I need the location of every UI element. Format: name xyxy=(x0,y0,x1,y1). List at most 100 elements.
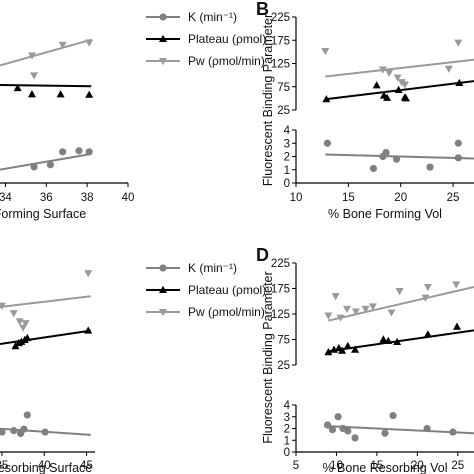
trend-line-plateau xyxy=(328,329,474,353)
data-point-plateau xyxy=(23,333,32,342)
data-point-k xyxy=(344,427,352,435)
data-point-plateau xyxy=(324,348,333,356)
x-tick-label: 35 xyxy=(0,460,8,472)
y-tick-label: 2 xyxy=(284,424,290,436)
data-point-pw xyxy=(27,52,36,60)
legend-label-pw: Pw (ρmol/min) xyxy=(188,305,265,319)
data-point-pw xyxy=(385,69,394,77)
y-tick-label: 1 xyxy=(284,165,290,177)
trend-line-pw xyxy=(328,285,474,322)
data-point-pw xyxy=(321,47,330,56)
panel-letter: B xyxy=(256,0,269,19)
x-axis-label: % Bone Resorbing Vol xyxy=(322,461,447,474)
data-point-k xyxy=(30,163,38,171)
y-tick-label: 25 xyxy=(277,105,290,117)
x-tick-label: 36 xyxy=(40,192,53,204)
x-tick-label: 34 xyxy=(0,192,12,204)
data-point-k xyxy=(23,411,31,419)
x-tick-label: 20 xyxy=(394,192,407,204)
data-point-k xyxy=(423,424,431,433)
y-tick-label: 75 xyxy=(277,335,290,347)
trend-line-plateau xyxy=(0,84,92,88)
data-point-k xyxy=(334,413,342,421)
legend-label-plateau: Plateau (ρmol) xyxy=(188,32,266,46)
data-point-plateau xyxy=(85,90,94,98)
legend-marker-pw xyxy=(159,309,167,317)
data-point-pw xyxy=(454,39,463,47)
data-point-plateau xyxy=(384,336,393,345)
data-point-plateau xyxy=(401,94,410,102)
data-point-pw xyxy=(336,314,345,322)
data-point-plateau xyxy=(393,337,402,346)
x-tick-label: 38 xyxy=(81,192,94,204)
data-point-pw xyxy=(21,320,30,328)
y-tick-label: 225 xyxy=(271,12,290,24)
y-tick-label: 75 xyxy=(277,82,290,94)
data-point-plateau xyxy=(394,85,403,94)
x-tick-label: 10 xyxy=(290,192,303,204)
data-point-pw xyxy=(395,288,404,296)
x-axis-label: Forming Surface xyxy=(0,207,86,221)
trend-line-pw xyxy=(325,58,474,78)
data-point-plateau xyxy=(17,337,26,345)
data-point-plateau xyxy=(372,81,381,89)
data-point-plateau xyxy=(423,330,432,338)
trend-line-k xyxy=(325,153,474,160)
data-point-pw xyxy=(393,74,402,82)
y-tick-label: 4 xyxy=(284,400,291,412)
data-point-plateau xyxy=(338,346,347,354)
data-point-plateau xyxy=(383,93,392,101)
x-axis-label: esorbing Surface xyxy=(0,461,92,474)
data-point-pw xyxy=(342,305,351,314)
x-tick-label: 10 xyxy=(330,460,343,472)
data-point-k xyxy=(382,148,390,157)
y-tick-label: 0 xyxy=(284,178,290,190)
legend-marker-plateau xyxy=(159,285,167,293)
y-tick-label: 225 xyxy=(271,258,290,270)
data-point-k xyxy=(20,425,28,433)
y-tick-label: 175 xyxy=(271,284,290,296)
data-point-k xyxy=(59,148,67,156)
legend-label-k: K (min⁻¹) xyxy=(188,10,237,24)
data-point-plateau xyxy=(455,78,464,87)
y-tick-label: 0 xyxy=(284,447,290,459)
data-point-pw xyxy=(444,65,453,73)
data-point-plateau xyxy=(13,83,22,92)
data-point-plateau xyxy=(343,341,352,350)
legend-label-k: K (min⁻¹) xyxy=(188,261,237,275)
data-point-pw xyxy=(85,39,94,47)
data-point-k xyxy=(389,411,397,420)
x-tick-label: 40 xyxy=(122,192,135,204)
data-point-plateau xyxy=(84,326,93,334)
data-point-pw xyxy=(324,312,333,320)
x-tick-label: 15 xyxy=(371,460,384,472)
x-tick-label: 15 xyxy=(342,192,355,204)
panel-letter: D xyxy=(256,245,269,265)
y-tick-label: 1 xyxy=(284,435,290,447)
data-point-k xyxy=(46,161,54,169)
data-point-k xyxy=(323,139,332,147)
data-point-k xyxy=(426,163,434,171)
y-tick-label: 4 xyxy=(284,125,291,137)
data-point-pw xyxy=(331,293,340,301)
trend-line-k xyxy=(0,152,92,171)
data-point-pw xyxy=(421,294,430,302)
data-point-k xyxy=(392,155,401,163)
data-point-plateau xyxy=(27,90,36,98)
x-axis-label: % Bone Forming Vol xyxy=(328,207,442,221)
data-point-pw xyxy=(423,283,432,292)
data-point-k xyxy=(449,428,457,436)
y-tick-label: 3 xyxy=(284,138,290,150)
data-point-k xyxy=(10,427,18,435)
y-tick-label: 175 xyxy=(271,35,290,47)
data-point-k xyxy=(323,421,332,429)
legend-marker-k xyxy=(159,13,167,21)
data-point-k xyxy=(351,434,359,442)
data-point-k xyxy=(369,164,378,173)
data-point-k xyxy=(0,428,6,436)
data-point-k xyxy=(454,139,462,147)
trend-line-plateau xyxy=(0,329,91,346)
x-tick-label: 25 xyxy=(451,460,464,472)
y-tick-label: 25 xyxy=(277,360,290,372)
data-point-k xyxy=(85,148,93,156)
